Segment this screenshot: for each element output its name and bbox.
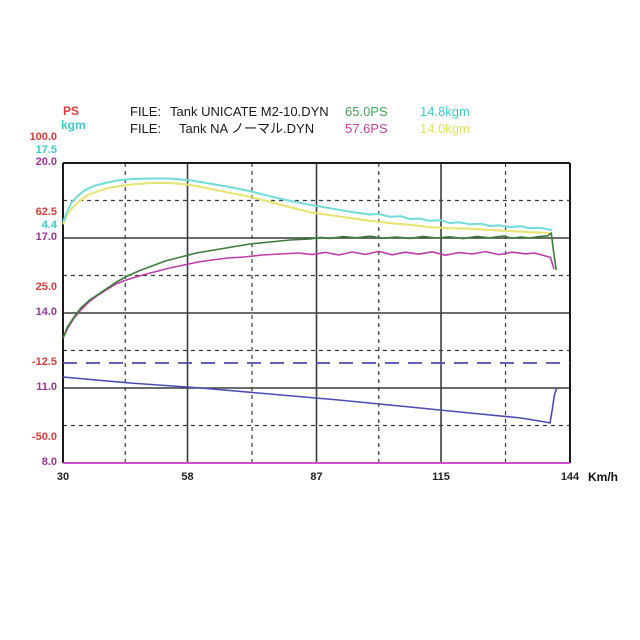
y-axis-label-third: 20.0 (35, 156, 57, 168)
file1-max-torque: 14.8kgm (420, 104, 470, 119)
y-axis-label-third: 17.0 (35, 231, 57, 243)
x-axis-tick-label: 58 (181, 471, 194, 483)
y-axis-label-kgm: 4.4 (41, 219, 57, 231)
y-axis-label-ps: -12.5 (31, 356, 57, 368)
ps-unit-label: PS (63, 104, 80, 118)
y-axis-label-ps: 62.5 (35, 206, 57, 218)
y-axis-label-ps: 25.0 (35, 281, 57, 293)
y-axis-label-third: 14.0 (35, 306, 57, 318)
x-axis-tick-label: 30 (56, 471, 70, 483)
file2-max-power: 57.6PS (345, 121, 388, 136)
x-axis-unit-label: Km/h (588, 470, 618, 484)
x-axis-tick-label: 115 (432, 471, 450, 483)
file1-max-power: 65.0PS (345, 104, 388, 119)
y-axis-label-third: 11.0 (36, 381, 57, 393)
y-axis-label-ps: -50.0 (31, 431, 57, 443)
curve-power-unicate-green (62, 232, 557, 339)
y-axis-label-ps: 100.0 (29, 131, 57, 143)
curve-loss-line-blue (62, 376, 558, 424)
file1-label: FILE: (130, 104, 162, 119)
curve-torque-unicate-cyan (62, 177, 553, 231)
curve-torque-na-yellow (62, 182, 553, 235)
y-axis-label-third: 8.0 (41, 456, 57, 468)
kgm-unit-label: kgm (61, 118, 86, 132)
file1-name: Tank UNICATE M2-10.DYN (170, 104, 329, 119)
file2-max-torque: 14.0kgm (420, 121, 470, 136)
x-axis-tick-label: 87 (310, 471, 323, 483)
curve-power-na-magenta (62, 250, 555, 339)
x-axis-tick-label: 144 (560, 471, 580, 483)
y-axis-label-kgm: 17.5 (35, 144, 57, 156)
file2-name: Tank NA ノーマル.DYN (179, 121, 315, 136)
file2-label: FILE: (130, 121, 162, 136)
